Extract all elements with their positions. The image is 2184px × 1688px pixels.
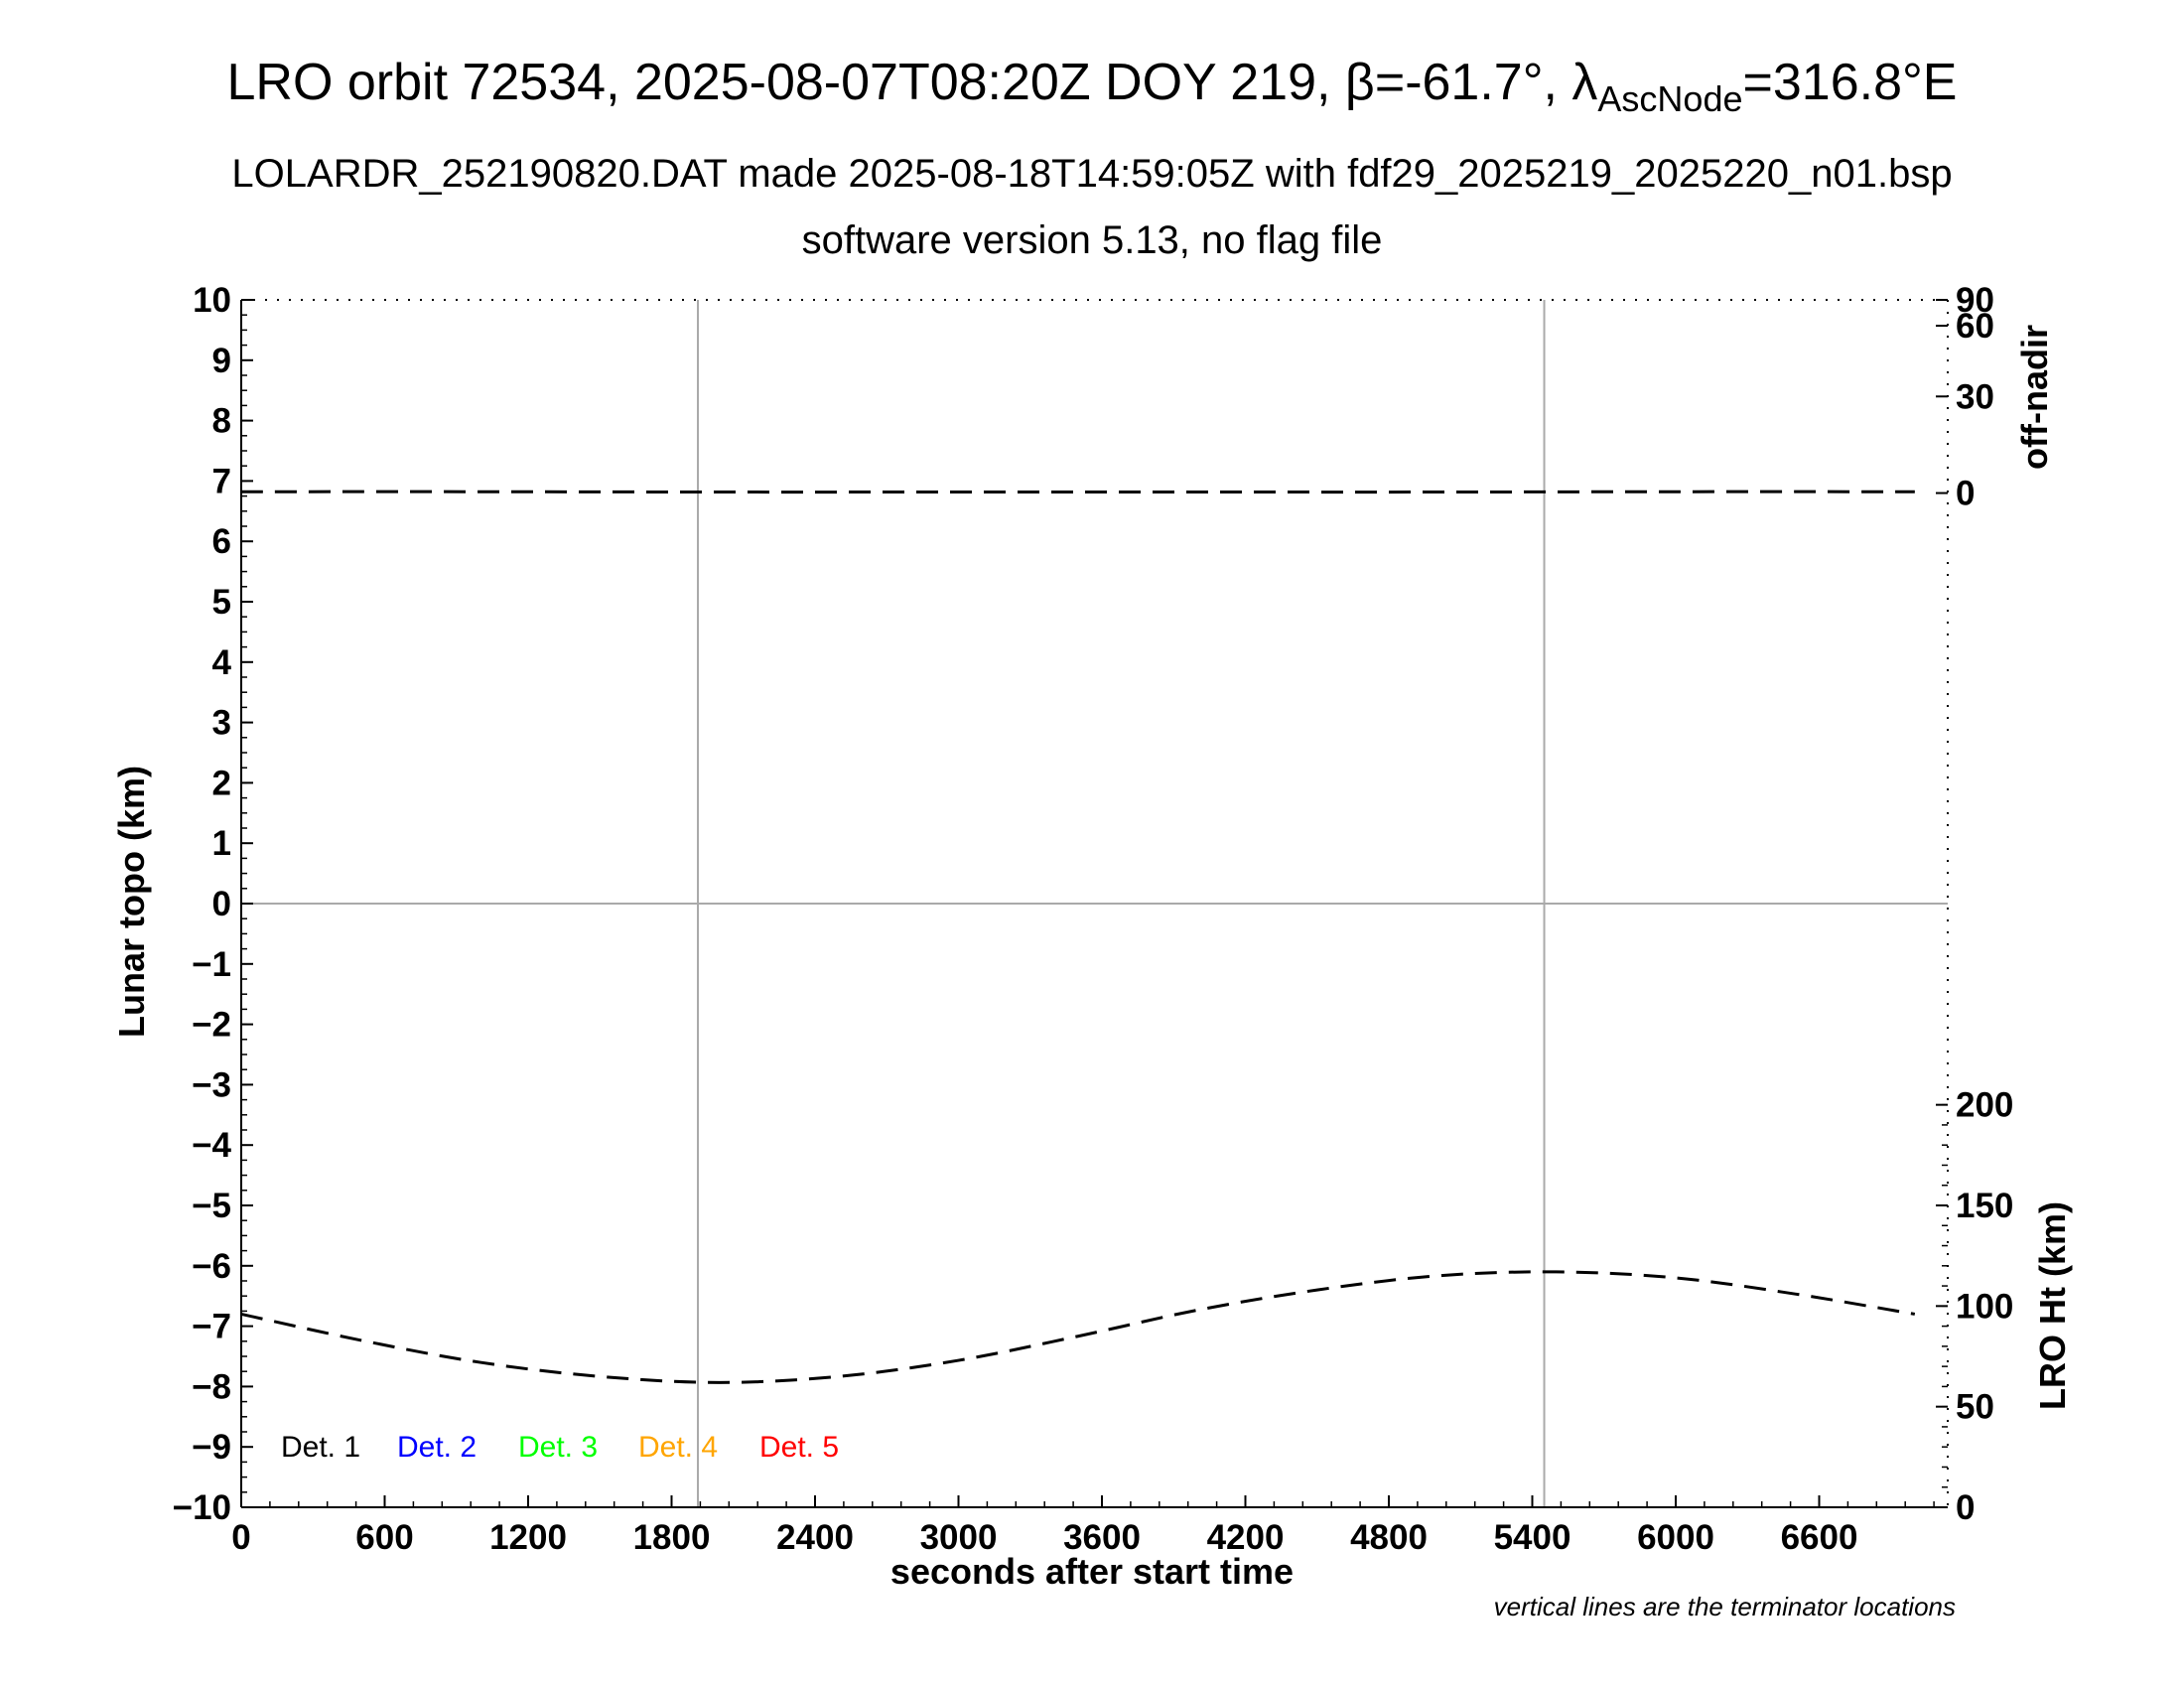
legend-entry-det-5: Det. 5 <box>759 1431 839 1464</box>
legend: Det. 1 Det. 2 Det. 3 Det. 4 Det. 5 <box>281 1431 839 1464</box>
x-tick-label: 1800 <box>633 1518 711 1557</box>
y-tick-label: −5 <box>192 1187 231 1225</box>
x-tick-label: 2400 <box>776 1518 854 1557</box>
x-tick-label: 600 <box>355 1518 413 1557</box>
x-tick-label: 6600 <box>1781 1518 1858 1557</box>
plot-area: 0 600 1200 1800 2400 3000 3600 4200 4800 5400 6000… <box>173 281 2014 1557</box>
y-tick-label: 0 <box>212 885 231 923</box>
y-tick-label: −1 <box>192 945 231 984</box>
offnadir-tick-label: 0 <box>1956 475 1975 513</box>
legend-entry-det-3: Det. 3 <box>518 1431 598 1464</box>
x-tick-label: 4800 <box>1350 1518 1428 1557</box>
y-tick-label: 8 <box>212 402 231 441</box>
x-tick-label: 4200 <box>1207 1518 1285 1557</box>
y-tick-label: −10 <box>173 1488 231 1527</box>
legend-entry-det-4: Det. 4 <box>638 1431 718 1464</box>
x-tick-label: 3600 <box>1063 1518 1141 1557</box>
offnadir-tick-label: 90 <box>1956 281 1994 320</box>
y-tick-label: −9 <box>192 1428 231 1467</box>
x-tick-label: 0 <box>231 1518 250 1557</box>
chart-title: LRO orbit 72534, 2025-08-07T08:20Z DOY 2… <box>227 54 1958 119</box>
y-axis-label-height: LRO Ht (km) <box>2032 1201 2073 1410</box>
x-tick-label: 3000 <box>920 1518 998 1557</box>
x-tick-label: 6000 <box>1637 1518 1714 1557</box>
y-tick-label: −7 <box>192 1308 231 1346</box>
height-tick-label: 200 <box>1956 1086 2013 1125</box>
y-tick-label: −4 <box>192 1126 231 1165</box>
y-tick-label: 6 <box>212 522 231 561</box>
y-tick-label: −8 <box>192 1367 231 1406</box>
height-tick-label: 50 <box>1956 1388 1994 1427</box>
height-tick-label: 100 <box>1956 1287 2013 1326</box>
y-tick-label: −3 <box>192 1065 231 1104</box>
legend-entry-det-2: Det. 2 <box>397 1431 477 1464</box>
y-axis-label-offnadir: off-nadir <box>2014 325 2055 470</box>
y-tick-label: −2 <box>192 1006 231 1045</box>
terminator-footnote: vertical lines are the terminator locati… <box>1494 1592 1956 1621</box>
y-tick-label: −6 <box>192 1247 231 1286</box>
legend-entry-det-1: Det. 1 <box>281 1431 360 1464</box>
x-tick-label: 5400 <box>1494 1518 1571 1557</box>
y-tick-label: 4 <box>212 643 232 682</box>
y-axis-label-left: Lunar topo (km) <box>111 766 152 1038</box>
y-tick-label: 2 <box>212 764 231 802</box>
y-tick-label: 9 <box>212 342 231 380</box>
y-tick-label: 1 <box>212 824 231 863</box>
y-tick-label: 10 <box>193 281 231 320</box>
offnadir-tick-label: 60 <box>1956 307 1994 346</box>
chart-subtitle-software: software version 5.13, no flag file <box>802 218 1383 262</box>
height-series-line <box>240 1270 1916 1384</box>
y-tick-label: 7 <box>212 462 231 500</box>
y-tick-label: 5 <box>212 583 231 622</box>
height-tick-label: 150 <box>1956 1187 2013 1225</box>
chart-subtitle-file: LOLARDR_252190820.DAT made 2025-08-18T14… <box>231 152 1952 196</box>
x-tick-label: 1200 <box>489 1518 567 1557</box>
y-tick-label: 3 <box>212 704 231 743</box>
offnadir-tick-label: 30 <box>1956 377 1994 416</box>
height-tick-label: 0 <box>1956 1488 1975 1527</box>
x-axis-label: seconds after start time <box>890 1551 1294 1592</box>
